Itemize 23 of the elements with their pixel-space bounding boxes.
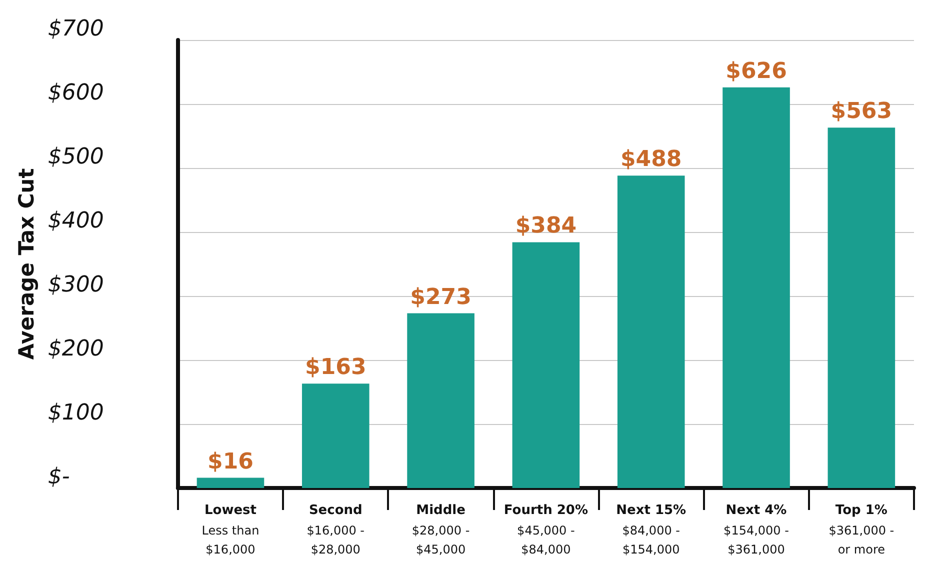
y-tick-label: $500 <box>48 144 104 170</box>
x-tick-label: Top 1% $361,000 - or more <box>828 503 894 556</box>
x-tick-label: Next 15% $84,000 - $154,000 <box>616 503 686 556</box>
x-tick-label: Second $16,000 - $28,000 <box>306 503 365 556</box>
y-axis-title: Average Tax Cut <box>14 168 38 360</box>
y-tick-label: $700 <box>48 16 104 42</box>
data-label: $563 <box>830 99 892 124</box>
y-tick-label: $400 <box>48 208 104 234</box>
x-tick-label: Fourth 20% $45,000 - $84,000 <box>504 503 588 556</box>
y-tick-label: $100 <box>48 400 104 426</box>
x-tick-label: Lowest Less than $16,000 <box>202 503 260 556</box>
x-tick-label: Middle $28,000 - $45,000 <box>412 503 470 556</box>
data-label: $16 <box>208 449 254 474</box>
data-label: $273 <box>410 284 472 310</box>
data-label: $384 <box>515 214 577 239</box>
y-tick-label: $300 <box>48 272 104 298</box>
x-tick-label: Next 4% $154,000 - $361,000 <box>724 503 789 556</box>
data-label: $626 <box>726 58 787 84</box>
y-tick-label: $200 <box>48 336 104 362</box>
y-tick-label: $600 <box>48 80 104 106</box>
data-label: $163 <box>305 355 366 380</box>
y-tick-label: $- <box>48 464 70 490</box>
data-label: $488 <box>620 147 682 172</box>
